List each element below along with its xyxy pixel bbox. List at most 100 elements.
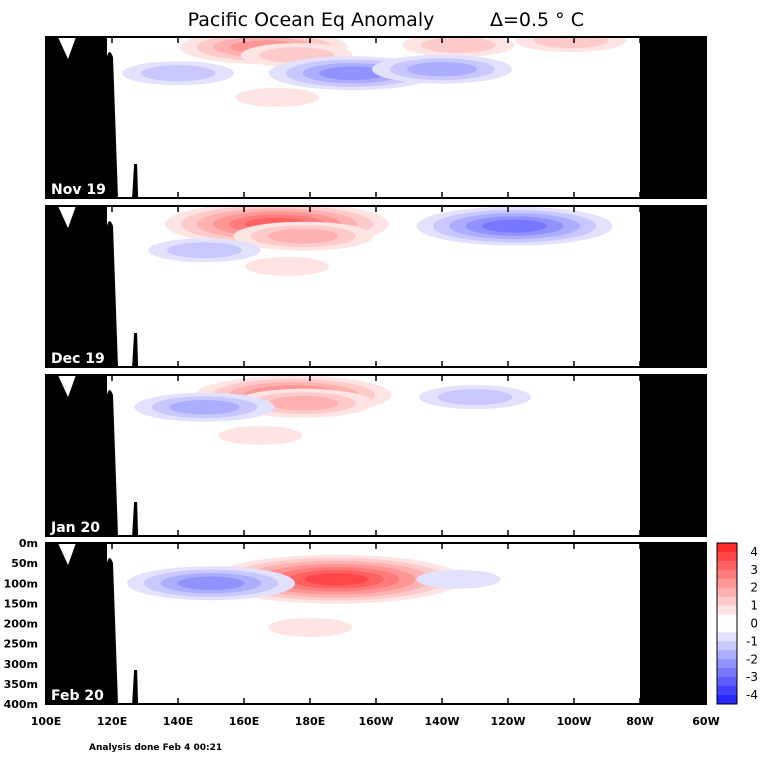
x-tick-label: 140E xyxy=(163,715,193,728)
anomaly-contour xyxy=(319,66,387,81)
colorbar-swatch xyxy=(717,641,737,651)
colorbar-tick-label: -4 xyxy=(746,688,758,702)
x-tick-label: 80W xyxy=(626,715,653,728)
panel-label: Dec 19 xyxy=(51,351,105,367)
ocean-notch xyxy=(58,37,76,59)
anomaly-contour xyxy=(481,219,548,233)
panel-label-background xyxy=(48,518,108,535)
land-mask-east xyxy=(640,37,706,198)
y-tick-label: 400m xyxy=(4,698,38,711)
colorbar-swatch xyxy=(717,543,737,553)
colorbar-swatch xyxy=(717,650,737,660)
interval-label: Δ=0.5 ° C xyxy=(490,9,584,31)
colorbar-tick-label: -2 xyxy=(746,652,758,666)
panel-3: Jan 20 xyxy=(45,374,707,537)
x-tick-label: 100W xyxy=(556,715,591,728)
anomaly-contour xyxy=(416,569,501,589)
panel-label-background xyxy=(48,686,108,703)
land-mask-west xyxy=(46,37,107,198)
colorbar-swatch xyxy=(717,695,737,705)
land-mask-west xyxy=(46,543,107,704)
x-tick-label: 140W xyxy=(424,715,459,728)
land-mask-west xyxy=(46,206,107,367)
anomaly-field xyxy=(148,206,613,276)
anomaly-contour xyxy=(218,425,303,445)
ocean-notch xyxy=(58,375,76,397)
colorbar-tick-label: 0 xyxy=(750,617,758,631)
anomaly-contour xyxy=(407,61,477,77)
colorbar-swatch xyxy=(717,668,737,678)
anomaly-contour xyxy=(304,573,368,586)
panel-frame xyxy=(45,374,707,537)
colorbar-swatch xyxy=(717,551,737,562)
colorbar-tick-label: 1 xyxy=(750,599,758,613)
x-tick-label: 160E xyxy=(229,715,259,728)
x-tick-label: 120E xyxy=(97,715,127,728)
panel-frame xyxy=(45,542,707,705)
x-tick-label: 160W xyxy=(358,715,393,728)
anomaly-contour xyxy=(235,87,319,107)
chart-title: Pacific Ocean Eq Anomaly xyxy=(188,9,435,31)
x-tick-label: 180E xyxy=(295,715,325,728)
panel-4: Feb 20 xyxy=(45,542,707,705)
panel-label: Feb 20 xyxy=(51,688,104,704)
colorbar-tick-label: 2 xyxy=(750,581,758,595)
colorbar-swatch xyxy=(717,596,737,607)
colorbar-tick-label: -1 xyxy=(746,634,758,648)
anomaly-contour xyxy=(177,576,245,591)
panel-label: Nov 19 xyxy=(51,182,106,198)
y-tick-label: 0m xyxy=(19,537,38,550)
x-tick-label: 100E xyxy=(31,715,61,728)
colorbar-swatch xyxy=(717,560,737,571)
panel-label: Jan 20 xyxy=(50,520,100,536)
colorbar-swatch xyxy=(717,587,737,598)
anomaly-field xyxy=(122,37,627,107)
colorbar-tick-label: 3 xyxy=(750,563,758,577)
anomaly-contour xyxy=(169,399,240,415)
colorbar-swatch xyxy=(717,605,737,616)
y-tick-label: 300m xyxy=(4,658,38,671)
island-ridge xyxy=(106,390,118,536)
panel-frame xyxy=(45,36,707,199)
land-mask-east xyxy=(640,543,706,704)
y-tick-label: 350m xyxy=(4,678,38,691)
island-ridge xyxy=(106,558,118,704)
colorbar: 4 3 2 1 0 -1 -2 -3 -4 xyxy=(716,542,758,705)
island-ridge xyxy=(106,221,118,367)
land-mask-east xyxy=(640,206,706,367)
anomaly-contour xyxy=(268,618,352,638)
island-spike xyxy=(132,164,139,198)
y-tick-label: 150m xyxy=(4,597,38,610)
anomaly-field xyxy=(127,554,501,638)
y-tick-label: 100m xyxy=(4,577,38,590)
panels: Nov 19 Dec 19 Jan 20 Feb 20 xyxy=(45,36,707,705)
panel-1: Nov 19 xyxy=(45,36,707,199)
y-axis: 0m 50m 100m 150m 200m 250m 300m 350m 400m xyxy=(4,537,38,711)
y-tick-label: 200m xyxy=(4,618,38,631)
colorbar-swatch xyxy=(717,614,737,624)
colorbar-swatch xyxy=(717,677,737,687)
colorbar-swatch xyxy=(717,686,737,696)
ocean-notch xyxy=(58,206,76,228)
panel-label-background xyxy=(48,180,108,197)
anomaly-field xyxy=(134,375,531,445)
analysis-footer: Analysis done Feb 4 00:21 xyxy=(89,743,222,753)
island-spike xyxy=(132,502,139,536)
island-ridge xyxy=(106,52,118,198)
ocean-notch xyxy=(58,543,76,565)
colorbar-swatch xyxy=(717,632,737,642)
anomaly-contour xyxy=(167,242,242,259)
anomaly-contour xyxy=(244,256,329,276)
colorbar-frame xyxy=(716,542,738,705)
colorbar-swatch xyxy=(717,623,737,633)
colorbar-swatch xyxy=(717,569,737,580)
anomaly-contour xyxy=(421,37,496,54)
anomaly-contour xyxy=(533,37,609,49)
panel-label-background xyxy=(48,349,108,366)
panel-frame xyxy=(45,205,707,368)
colorbar-swatch xyxy=(717,578,737,589)
y-tick-label: 50m xyxy=(11,557,38,570)
x-axis: 100E 120E 140E 160E 180E 160W 140W 120W 100W 80W 6… xyxy=(31,715,720,728)
colorbar-swatch xyxy=(717,659,737,669)
